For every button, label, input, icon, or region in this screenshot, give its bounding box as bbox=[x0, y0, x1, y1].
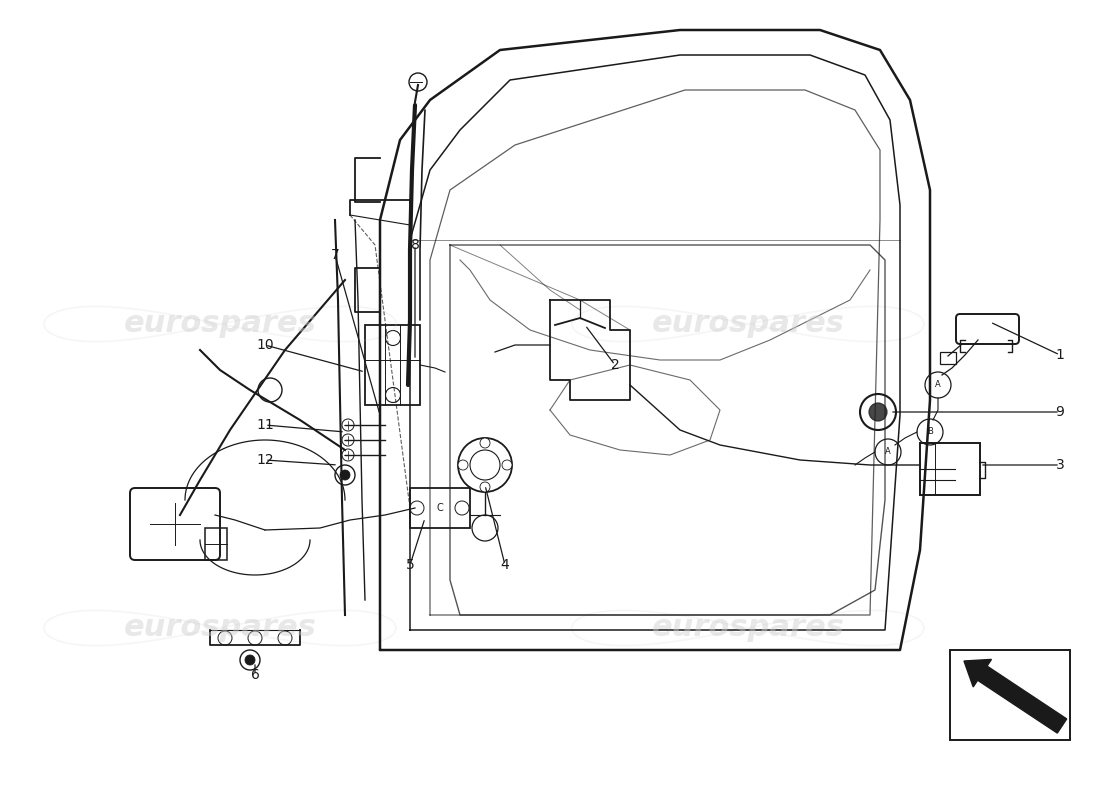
Text: eurospares: eurospares bbox=[123, 614, 317, 642]
Circle shape bbox=[480, 482, 490, 492]
Bar bbox=[365, 325, 420, 405]
Circle shape bbox=[458, 460, 468, 470]
Text: 7: 7 bbox=[331, 248, 340, 262]
Bar bbox=[410, 488, 470, 528]
Circle shape bbox=[385, 387, 400, 402]
Circle shape bbox=[342, 419, 354, 431]
Text: 6: 6 bbox=[251, 668, 260, 682]
Bar bbox=[920, 443, 980, 495]
Circle shape bbox=[410, 501, 424, 515]
Text: C: C bbox=[437, 503, 443, 513]
Text: eurospares: eurospares bbox=[123, 310, 317, 338]
Circle shape bbox=[385, 330, 400, 346]
Circle shape bbox=[340, 470, 350, 480]
Circle shape bbox=[245, 655, 255, 665]
Circle shape bbox=[869, 403, 887, 421]
Circle shape bbox=[502, 460, 512, 470]
Circle shape bbox=[218, 631, 232, 645]
FancyArrow shape bbox=[964, 659, 1067, 733]
Circle shape bbox=[455, 501, 469, 515]
Circle shape bbox=[336, 465, 355, 485]
Circle shape bbox=[248, 631, 262, 645]
Text: 1: 1 bbox=[1056, 348, 1065, 362]
Text: 2: 2 bbox=[610, 358, 619, 372]
Text: 12: 12 bbox=[256, 453, 274, 467]
Circle shape bbox=[258, 378, 282, 402]
Circle shape bbox=[342, 434, 354, 446]
Text: 8: 8 bbox=[410, 238, 419, 252]
Text: eurospares: eurospares bbox=[651, 614, 845, 642]
Bar bbox=[950, 650, 1070, 740]
Circle shape bbox=[342, 449, 354, 461]
Text: B: B bbox=[927, 427, 933, 437]
Text: 4: 4 bbox=[500, 558, 509, 572]
Circle shape bbox=[480, 438, 490, 448]
Text: A: A bbox=[886, 447, 891, 457]
Circle shape bbox=[240, 650, 260, 670]
Bar bbox=[940, 352, 956, 364]
Text: 11: 11 bbox=[256, 418, 274, 432]
Text: eurospares: eurospares bbox=[651, 310, 845, 338]
Text: 10: 10 bbox=[256, 338, 274, 352]
Text: 5: 5 bbox=[406, 558, 415, 572]
Bar bbox=[205, 528, 227, 560]
Text: 3: 3 bbox=[1056, 458, 1065, 472]
Circle shape bbox=[409, 73, 427, 91]
Text: A: A bbox=[935, 381, 940, 390]
Text: 9: 9 bbox=[1056, 405, 1065, 419]
Circle shape bbox=[278, 631, 292, 645]
